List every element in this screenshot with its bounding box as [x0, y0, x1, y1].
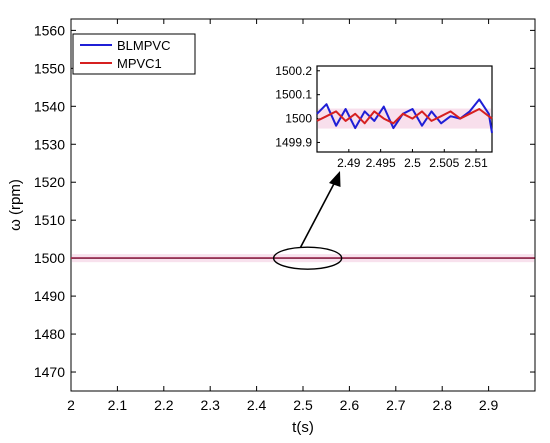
y-tick-label: 1540	[34, 98, 65, 114]
x-tick-label: 2.8	[432, 397, 452, 413]
inset-x-tick-label: 2.505	[429, 156, 459, 170]
inset-series-line-mpvc1	[316, 108, 493, 125]
legend-label: BLMPVC	[117, 38, 170, 53]
x-tick-label: 2	[67, 397, 75, 413]
inset-y-tick-label: 1500.2	[275, 64, 312, 78]
inset-x-tick-label: 2.51	[464, 156, 488, 170]
y-tick-label: 1490	[34, 288, 65, 304]
inset-x-tick-label: 2.495	[366, 156, 396, 170]
legend-box	[72, 33, 196, 75]
x-tick-label: 2.6	[340, 397, 360, 413]
x-tick-label: 2.2	[154, 397, 174, 413]
annotation-layer	[272, 171, 343, 270]
inset-y-tick-label: 1499.9	[275, 135, 312, 149]
y-tick-label: 1500	[34, 250, 65, 266]
x-tick-label: 2.5	[293, 397, 313, 413]
y-tick-label: 1520	[34, 174, 65, 190]
x-axis-label: t(s)	[292, 419, 314, 436]
inset-plot: 2.49 2.495 2.5 2.505 2.51 1499.9 1500 1500.1 150…	[275, 64, 493, 170]
x-tick-label: 2.3	[200, 397, 220, 413]
x-tick-label: 2.7	[386, 397, 406, 413]
y-tick-label: 1530	[34, 136, 65, 152]
x-tick-label: 2.1	[108, 397, 128, 413]
zoom-arrow-shaft	[299, 177, 338, 248]
inset-x-tick-label: 2.49	[337, 156, 361, 170]
y-tick-label: 1480	[34, 326, 65, 342]
y-tick-label: 1550	[34, 60, 65, 76]
y-tick-label: 1470	[34, 364, 65, 380]
inset-series-line-blmpvc	[316, 98, 493, 134]
x-tick-label: 2.4	[247, 397, 267, 413]
x-tick-label: 2.9	[479, 397, 499, 413]
legend-label: MPVC1	[117, 56, 162, 71]
y-tick-label: 1510	[34, 212, 65, 228]
inset-x-tick-label: 2.5	[404, 156, 421, 170]
y-axis-label: ω (rpm)	[7, 179, 24, 231]
zoom-ellipse	[272, 246, 343, 270]
y-tick-label: 1560	[34, 22, 65, 38]
legend: BLMPVC MPVC1	[72, 33, 196, 75]
inset-y-tick-label: 1500.1	[275, 88, 312, 102]
inset-y-tick-label: 1500	[285, 112, 312, 126]
zoom-arrow-head	[329, 171, 341, 187]
